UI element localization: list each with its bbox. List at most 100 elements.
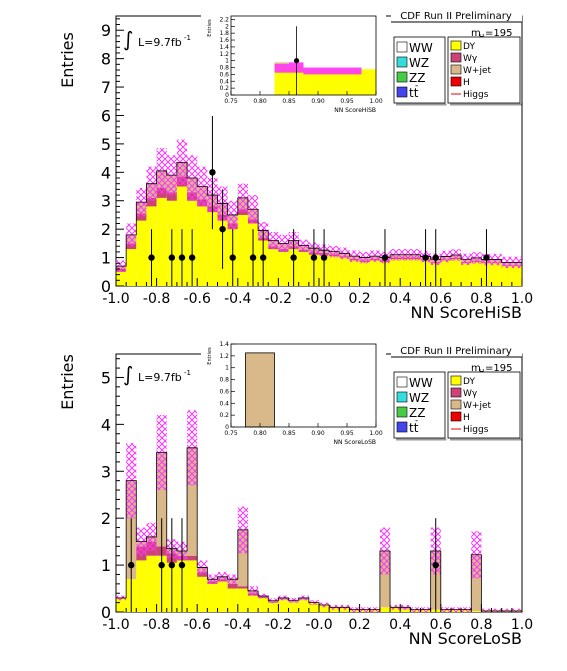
bottom-wgamma-bar xyxy=(237,586,248,589)
top-data-point xyxy=(148,254,155,261)
top-legend-label: DY xyxy=(463,42,475,52)
bottom-data-points xyxy=(128,518,439,612)
top-x-tick-label: -0.0 xyxy=(305,291,332,307)
top-legend-label: H xyxy=(463,78,470,88)
bottom-x-tick-label: -1.0 xyxy=(102,617,129,633)
top-y-tick-label: 1 xyxy=(101,249,111,268)
top-dy-bar xyxy=(197,206,208,286)
top-integral-sign: ∫ xyxy=(123,27,133,51)
bottom-inset-x-tick-label: 0.90 xyxy=(311,430,325,437)
bottom-x-tick-label: 0.6 xyxy=(430,617,452,633)
top-inset-y-tick-label: 1.8 xyxy=(219,30,229,37)
top-inset-x-tick-label: 0.95 xyxy=(340,98,354,105)
bottom-mass-value: =195 xyxy=(485,363,512,374)
top-inset-dy-bar xyxy=(361,69,376,95)
top-total-outline xyxy=(115,161,523,286)
bottom-wjet-bar xyxy=(156,452,167,547)
top-inset-y-tick-label: 1.4 xyxy=(219,44,229,51)
bottom-data-point xyxy=(168,561,176,569)
bottom-dy-bar xyxy=(227,588,238,612)
bottom-dy-bar xyxy=(207,583,218,612)
bottom-inset-wjet-bar xyxy=(245,352,275,428)
bottom-inset-y-tick-label: 1 xyxy=(225,365,229,372)
top-data-point xyxy=(168,254,176,261)
top-dy-bar xyxy=(268,249,279,286)
top-inset-x-tick-label: 0.80 xyxy=(253,98,267,105)
top-inset-y-tick-label: 0 xyxy=(225,92,229,99)
top-wgamma-bar xyxy=(136,213,147,221)
top-legend-label: Higgs xyxy=(463,90,489,100)
bottom-title: CDF Run II Preliminary xyxy=(400,346,512,357)
top-x-tick-label: -0.2 xyxy=(265,291,292,307)
top-legend-swatch xyxy=(450,40,462,51)
top-legend-label: W+jet xyxy=(463,66,491,76)
bottom-inset-y-axis-label: Entries xyxy=(207,347,213,365)
bottom-wjet-bar xyxy=(471,554,482,612)
top-inset-y-tick-label: 1.2 xyxy=(219,51,229,58)
top-x-axis: -1.0 -0.8 -0.6 -0.4 -0.2 -0.0 0.2 0.4 0.6 0.8 1.0 xyxy=(102,278,533,307)
top-title-frame xyxy=(391,8,522,22)
top-legend-swatch xyxy=(396,56,408,68)
top-legend-overbar: - xyxy=(415,81,418,91)
top-dy-bar xyxy=(329,256,340,286)
top-wgamma-bar xyxy=(146,197,157,207)
bottom-legend-label: W+jet xyxy=(463,401,491,411)
top-data-point xyxy=(249,254,257,261)
top-data-point xyxy=(219,225,226,233)
top-y-axis-label: Entries xyxy=(58,32,77,88)
bottom-legend-swatch xyxy=(450,387,462,398)
top-inset-y-tick-label: 2 xyxy=(225,23,229,30)
top-dy-bar xyxy=(410,259,421,286)
top-dy-bar xyxy=(491,263,502,286)
bottom-inset-x-axis-label: NN ScoreLoSB xyxy=(333,439,376,446)
top-data-point xyxy=(381,254,389,261)
top-x-tick-label: -0.6 xyxy=(184,291,211,307)
bottom-inset-x-tick-label: 0.80 xyxy=(253,430,267,437)
top-x-tick-label: 1.0 xyxy=(511,291,533,307)
top-y-tick-label: 4 xyxy=(101,163,111,182)
bottom-dy-bar xyxy=(319,604,330,612)
top-inset-band xyxy=(303,67,362,75)
top-legend-label: tt xyxy=(409,86,419,100)
top-inset-x-axis-label: NN ScoreHiSB xyxy=(334,107,376,114)
bottom-inset-y-tick-label: 0.6 xyxy=(219,388,229,395)
top-inset-y-tick-label: 0.2 xyxy=(219,85,229,92)
top-y-tick-label: 7 xyxy=(101,78,111,97)
bottom-inset-y-tick-label: 0.2 xyxy=(219,412,229,419)
bottom-x-tick-label: 0.2 xyxy=(348,617,370,633)
top-histogram xyxy=(115,139,523,286)
bottom-wjet-bar xyxy=(379,551,391,608)
bottom-uncertainty-band xyxy=(501,608,512,612)
bottom-inset-x-tick-label: 0.95 xyxy=(340,430,354,437)
bottom-y-tick-label: 2 xyxy=(101,509,111,528)
bottom-wgamma-bar xyxy=(187,555,198,561)
bottom-lumi-text: L=9.7fb xyxy=(138,371,182,384)
top-inset-x-tick-label: 0.85 xyxy=(282,98,296,105)
top-inset-wjet-bar xyxy=(274,62,289,66)
bottom-y-axis-label: Entries xyxy=(58,354,77,410)
top-wgamma-bar xyxy=(166,192,177,201)
bottom-dy-bar xyxy=(217,581,228,612)
bottom-wjet-bar xyxy=(237,529,248,587)
top-dy-bar xyxy=(400,259,411,286)
bottom-integral-sign: ∫ xyxy=(123,362,133,386)
bottom-inset-frame xyxy=(230,343,377,428)
top-x-axis-label: NN ScoreHiSB xyxy=(411,303,522,322)
top-y-axis: 0 1 2 3 4 5 6 7 8 9 xyxy=(101,18,124,296)
bottom-legend-label: DY xyxy=(463,377,475,387)
bottom-y-tick-label: 0 xyxy=(101,603,111,622)
top-title: CDF Run II Preliminary xyxy=(400,11,512,22)
top-legend-label: ZZ xyxy=(409,71,425,85)
top-dy-bar xyxy=(116,271,127,286)
top-y-tick-label: 0 xyxy=(101,277,111,296)
bottom-uncertainty-band xyxy=(491,608,502,612)
bottom-inset-y-tick-label: 0.4 xyxy=(219,400,229,407)
top-inset-y-tick-label: 2.2 xyxy=(219,16,229,23)
bottom-legend-label: WW xyxy=(409,376,433,390)
top-dy-bar xyxy=(461,263,472,286)
top-data-point xyxy=(310,254,318,261)
bottom-x-tick-label: -0.2 xyxy=(265,617,292,633)
